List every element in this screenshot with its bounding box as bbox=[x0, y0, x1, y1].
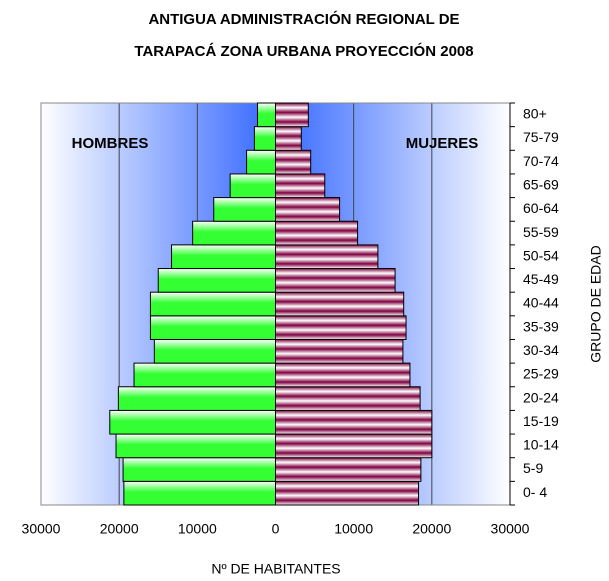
bar bbox=[149, 315, 276, 340]
x-tick-label: 20000 bbox=[100, 521, 139, 537]
bar bbox=[275, 149, 312, 175]
x-tick-label: 10000 bbox=[178, 521, 217, 537]
bar bbox=[275, 291, 405, 317]
bar bbox=[149, 291, 276, 317]
bar bbox=[275, 102, 309, 128]
x-axis-label: Nº DE HABITANTES bbox=[211, 561, 340, 577]
chart-title: TARAPACÁ ZONA URBANA PROYECCIÓN 2008 bbox=[134, 42, 473, 60]
bar bbox=[275, 409, 433, 435]
bar bbox=[275, 315, 407, 340]
x-tick-label: 10000 bbox=[334, 521, 373, 537]
chart-title: ANTIGUA ADMINISTRACIÓN REGIONAL DE bbox=[148, 10, 459, 28]
bar bbox=[213, 197, 277, 222]
bar bbox=[275, 338, 404, 364]
bar bbox=[275, 433, 433, 459]
bar bbox=[257, 102, 276, 128]
y-tick-label: 10-14 bbox=[523, 437, 559, 453]
bar bbox=[275, 220, 359, 246]
y-tick-label: 50-54 bbox=[523, 247, 559, 263]
bar bbox=[275, 197, 341, 222]
y-tick-label: 55-59 bbox=[523, 224, 559, 240]
bar bbox=[275, 173, 326, 199]
bar bbox=[253, 126, 277, 151]
bar bbox=[171, 244, 276, 270]
bar bbox=[275, 386, 421, 411]
bar bbox=[275, 362, 411, 388]
x-tick-label: 20000 bbox=[412, 521, 451, 537]
y-tick-label: 70-74 bbox=[523, 153, 559, 169]
bar bbox=[275, 457, 422, 482]
y-tick-label: 25-29 bbox=[523, 366, 559, 382]
bar bbox=[133, 362, 276, 388]
bar bbox=[229, 173, 276, 199]
bar bbox=[275, 268, 396, 293]
bar bbox=[246, 149, 277, 175]
bar bbox=[153, 338, 276, 364]
y-tick-label: 0- 4 bbox=[523, 484, 547, 500]
bar bbox=[123, 480, 276, 506]
y-tick-label: 35-39 bbox=[523, 318, 559, 334]
x-tick-label: 30000 bbox=[491, 521, 530, 537]
y-axis-label: GRUPO DE EDAD bbox=[588, 245, 604, 362]
bar bbox=[275, 480, 420, 506]
y-tick-label: 40-44 bbox=[523, 295, 559, 311]
bar bbox=[275, 126, 302, 151]
bar bbox=[109, 409, 276, 435]
y-tick-label: 15-19 bbox=[523, 413, 559, 429]
x-tick-label: 30000 bbox=[22, 521, 61, 537]
annotation: MUJERES bbox=[406, 135, 479, 152]
bar bbox=[115, 433, 277, 459]
y-tick-label: 80+ bbox=[523, 106, 547, 122]
bar bbox=[122, 457, 276, 482]
y-tick-label: 30-34 bbox=[523, 342, 559, 358]
y-tick-label: 20-24 bbox=[523, 389, 559, 405]
bar bbox=[192, 220, 276, 246]
y-tick-label: 65-69 bbox=[523, 176, 559, 192]
y-tick-label: 75-79 bbox=[523, 129, 559, 145]
y-tick-label: 60-64 bbox=[523, 200, 559, 216]
y-tick-label: 45-49 bbox=[523, 271, 559, 287]
bar bbox=[157, 268, 276, 293]
x-tick-label: 0 bbox=[272, 521, 280, 537]
annotation: HOMBRES bbox=[72, 135, 149, 152]
y-tick-label: 5-9 bbox=[523, 460, 543, 476]
bar bbox=[275, 244, 379, 270]
bar bbox=[117, 386, 277, 411]
